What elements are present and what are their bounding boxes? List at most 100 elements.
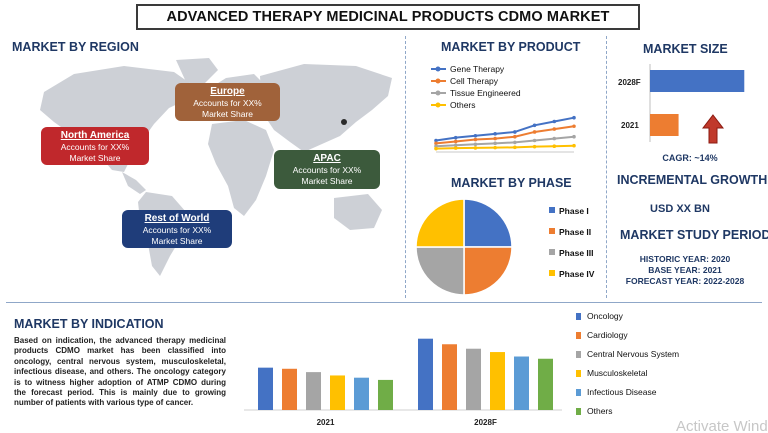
product-point bbox=[453, 135, 458, 140]
divider-product-size bbox=[606, 36, 607, 298]
phase-slice bbox=[463, 198, 513, 248]
region-box-europe: Europe Accounts for XX% Market Share bbox=[175, 83, 280, 121]
product-point bbox=[552, 127, 557, 131]
product-point bbox=[572, 143, 576, 148]
map-north-america bbox=[40, 66, 194, 172]
region-share-line: Market Share bbox=[301, 176, 353, 186]
cagr-text: CAGR: ~14% bbox=[662, 153, 718, 163]
product-point bbox=[513, 134, 517, 139]
product-title: MARKET BY PRODUCT bbox=[441, 40, 581, 54]
product-point bbox=[453, 146, 458, 150]
product-point bbox=[532, 123, 537, 128]
product-legend bbox=[431, 66, 446, 108]
page-title: ADVANCED THERAPY MEDICINAL PRODUCTS CDMO… bbox=[166, 9, 610, 25]
indication-bar bbox=[466, 348, 481, 410]
product-point bbox=[513, 145, 517, 150]
region-box-rest-of-world: Rest of World Accounts for XX% Market Sh… bbox=[122, 210, 232, 248]
windows-watermark: Activate Windo bbox=[676, 418, 768, 433]
map-central-america bbox=[122, 172, 146, 194]
phase-legend-label: Phase IV bbox=[559, 269, 595, 279]
indication-legend-swatch bbox=[576, 408, 581, 415]
size-title: MARKET SIZE bbox=[643, 42, 728, 56]
region-share-line: Market Share bbox=[69, 153, 121, 163]
indication-tick-label: 2028F bbox=[474, 418, 497, 427]
product-legend-others bbox=[431, 102, 446, 108]
region-share-line: Accounts for XX% bbox=[292, 165, 362, 175]
indication-legend-label: Central Nervous System bbox=[587, 349, 680, 359]
indication-legend-label: Musculoskeletal bbox=[587, 368, 648, 378]
map-greenland bbox=[176, 58, 218, 86]
indication-bar bbox=[306, 372, 321, 410]
divider-region-product bbox=[405, 36, 406, 298]
phase-pie-chart bbox=[415, 198, 513, 296]
region-name: Europe bbox=[210, 86, 245, 97]
indication-legend-swatch bbox=[576, 313, 581, 320]
phase-slice bbox=[415, 246, 465, 296]
indication-title: MARKET BY INDICATION bbox=[14, 317, 164, 331]
region-share-line: Accounts for XX% bbox=[142, 225, 212, 235]
product-legend-label: Gene Therapy bbox=[450, 64, 505, 74]
product-point bbox=[473, 133, 478, 138]
product-line-chart bbox=[434, 115, 576, 153]
product-point bbox=[493, 145, 497, 150]
size-bar-chart bbox=[649, 64, 745, 142]
indication-bar bbox=[330, 375, 345, 410]
product-legend-label: Others bbox=[450, 100, 476, 110]
region-title: MARKET BY REGION bbox=[12, 40, 139, 54]
growth-title: INCREMENTAL GROWTH bbox=[617, 173, 768, 187]
region-name: North America bbox=[60, 130, 130, 141]
phase-legend bbox=[549, 207, 555, 276]
indication-bar bbox=[490, 352, 505, 410]
region-box-apac: APAC Accounts for XX% Market Share bbox=[274, 150, 380, 189]
title-box: ADVANCED THERAPY MEDICINAL PRODUCTS CDMO… bbox=[136, 4, 640, 30]
indication-legend-swatch bbox=[576, 389, 581, 396]
product-point bbox=[572, 115, 576, 120]
size-bar bbox=[650, 114, 679, 136]
divider-horizontal bbox=[6, 302, 762, 303]
indication-bar bbox=[258, 367, 273, 410]
indication-bar bbox=[354, 377, 369, 410]
phase-slice bbox=[463, 246, 513, 296]
indication-bar bbox=[418, 338, 433, 410]
product-point bbox=[552, 119, 557, 124]
product-point bbox=[513, 130, 517, 134]
product-legend-gene bbox=[431, 66, 446, 72]
size-label-2021: 2021 bbox=[621, 121, 639, 130]
size-label-2028f: 2028F bbox=[618, 78, 641, 87]
study-forecast: FORECAST YEAR: 2022-2028 bbox=[625, 276, 745, 286]
product-point bbox=[493, 136, 497, 141]
phase-legend-swatch bbox=[549, 270, 555, 276]
product-point bbox=[532, 138, 537, 143]
indication-legend-label: Oncology bbox=[587, 311, 623, 321]
phase-slice bbox=[415, 198, 465, 248]
product-legend-label: Cell Therapy bbox=[450, 76, 499, 86]
product-point bbox=[473, 142, 478, 147]
product-point bbox=[434, 138, 438, 143]
phase-legend-swatch bbox=[549, 228, 555, 234]
region-share-line: Accounts for XX% bbox=[193, 98, 262, 108]
product-point bbox=[493, 141, 497, 146]
product-series-line bbox=[435, 144, 575, 150]
product-point bbox=[552, 144, 557, 148]
product-point bbox=[473, 146, 478, 150]
study-title: MARKET STUDY PERIOD bbox=[620, 228, 768, 242]
indication-legend-label: Cardiology bbox=[587, 330, 628, 340]
product-series-line bbox=[435, 135, 575, 148]
product-point bbox=[572, 134, 576, 139]
product-point bbox=[434, 146, 438, 151]
indication-legend-swatch bbox=[576, 351, 581, 358]
indication-legend-label: Others bbox=[587, 406, 613, 416]
product-point bbox=[572, 124, 576, 129]
region-share-line: Market Share bbox=[151, 236, 203, 246]
region-share-line: Market Share bbox=[201, 109, 254, 119]
product-legend-tissue bbox=[431, 90, 446, 96]
product-point bbox=[473, 137, 478, 142]
indication-tick-label: 2021 bbox=[317, 418, 335, 427]
indication-legend-label: Infectious Disease bbox=[587, 387, 657, 397]
product-series-line bbox=[435, 116, 575, 142]
product-legend-cell bbox=[431, 78, 446, 84]
map-asia bbox=[260, 64, 392, 152]
product-point bbox=[513, 140, 517, 145]
region-share-line: Accounts for XX% bbox=[60, 142, 130, 152]
product-series-line bbox=[435, 125, 575, 145]
